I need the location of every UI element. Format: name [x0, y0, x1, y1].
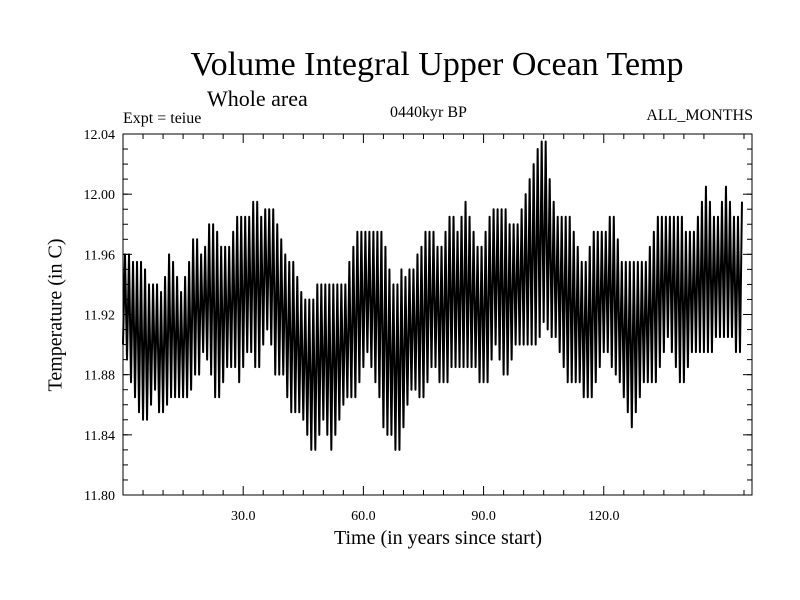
- series-layer: [122, 140, 743, 451]
- period-label: 0440kyr BP: [390, 104, 467, 121]
- y-tick-label: 11.84: [84, 429, 115, 444]
- y-tick-label: 11.88: [84, 369, 115, 384]
- y-tick-label: 11.96: [84, 248, 115, 263]
- chart-subtitle: Whole area: [207, 86, 308, 111]
- x-tick-label: 120.0: [588, 509, 620, 524]
- y-tick-label: 11.92: [84, 309, 115, 324]
- temperature-series-line: [122, 140, 743, 451]
- y-ticks: 11.80 11.84 11.88 11.92 11.96 12.00 12.04: [84, 128, 752, 504]
- y-tick-label: 12.04: [84, 128, 116, 143]
- x-axis-label: Time (in years since start): [333, 527, 543, 549]
- chart-title: Volume Integral Upper Ocean Temp: [190, 46, 684, 83]
- x-tick-label: 90.0: [471, 509, 496, 524]
- y-tick-label: 12.00: [84, 188, 116, 203]
- x-tick-label: 30.0: [231, 509, 256, 524]
- experiment-label: Expt = teiue: [123, 110, 202, 127]
- y-tick-label: 11.80: [84, 489, 115, 504]
- x-ticks: 30.0 60.0 90.0 120.0: [142, 134, 745, 524]
- months-label: ALL_MONTHS: [646, 107, 753, 124]
- x-tick-label: 60.0: [351, 509, 376, 524]
